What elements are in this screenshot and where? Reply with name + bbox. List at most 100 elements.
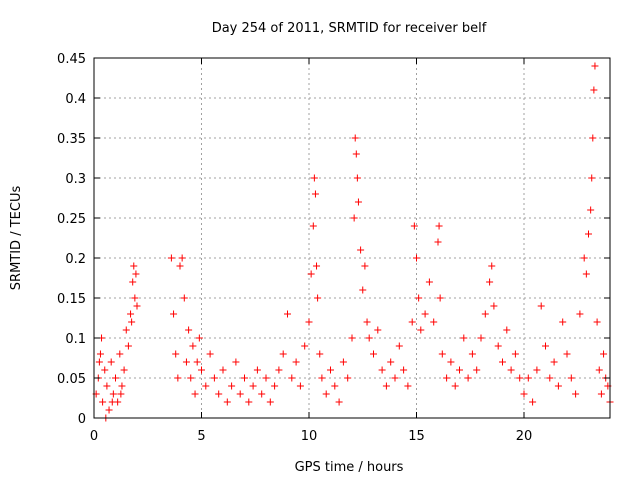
- data-point: [344, 374, 352, 382]
- data-point: [417, 326, 425, 334]
- data-point: [542, 342, 549, 350]
- data-point: [365, 334, 373, 342]
- data-point: [258, 390, 266, 398]
- data-point: [572, 390, 580, 398]
- data-point: [172, 350, 180, 358]
- y-tick-label: 0.45: [57, 52, 86, 67]
- data-point: [559, 318, 567, 326]
- y-tick-label: 0.25: [57, 212, 86, 227]
- data-point: [443, 374, 451, 382]
- x-tick-label: 20: [516, 429, 533, 444]
- data-point: [271, 382, 279, 390]
- data-point: [354, 198, 362, 206]
- data-point: [593, 318, 601, 326]
- x-tick-label: 5: [197, 429, 205, 444]
- data-point: [359, 286, 367, 294]
- data-point: [206, 350, 214, 358]
- data-point: [96, 350, 104, 358]
- data-point: [554, 382, 562, 390]
- plot-frame: [93, 57, 611, 419]
- data-point: [438, 350, 446, 358]
- data-point: [374, 326, 382, 334]
- data-point: [434, 238, 442, 246]
- data-point: [435, 222, 443, 230]
- data-point: [105, 406, 113, 414]
- data-point: [350, 214, 358, 222]
- data-point: [210, 374, 218, 382]
- data-point: [436, 294, 444, 302]
- data-point: [127, 310, 135, 318]
- data-point: [288, 374, 296, 382]
- data-point: [576, 310, 584, 318]
- data-point: [529, 398, 537, 406]
- data-point: [503, 326, 511, 334]
- data-point: [309, 222, 317, 230]
- data-point: [335, 398, 343, 406]
- data-point: [563, 350, 571, 358]
- x-tick-labels: 0 5 10 15 20: [90, 429, 532, 444]
- data-point: [262, 374, 270, 382]
- data-points: [92, 62, 614, 422]
- data-point: [107, 358, 115, 366]
- data-point: [408, 318, 416, 326]
- data-point: [101, 366, 109, 374]
- data-point: [122, 326, 130, 334]
- data-point: [99, 398, 107, 406]
- data-point: [585, 230, 592, 238]
- data-point: [507, 366, 515, 374]
- data-point: [249, 382, 257, 390]
- data-point: [118, 382, 126, 390]
- data-point: [310, 174, 318, 182]
- data-point: [117, 390, 125, 398]
- data-point: [232, 358, 240, 366]
- data-point: [176, 262, 184, 270]
- data-point: [595, 366, 603, 374]
- data-point: [516, 374, 524, 382]
- data-point: [202, 382, 210, 390]
- y-tick-label: 0.05: [57, 372, 86, 387]
- data-point: [266, 398, 274, 406]
- data-point: [189, 342, 197, 350]
- data-point: [180, 294, 188, 302]
- data-point: [241, 374, 248, 382]
- data-point: [292, 358, 300, 366]
- data-point: [215, 390, 223, 398]
- data-point: [387, 358, 395, 366]
- data-point: [590, 86, 598, 94]
- data-point: [567, 374, 575, 382]
- data-point: [520, 390, 528, 398]
- data-point: [307, 270, 315, 278]
- data-point: [279, 350, 287, 358]
- data-point: [132, 270, 140, 278]
- data-point: [314, 294, 322, 302]
- data-point: [370, 350, 377, 358]
- data-point: [351, 134, 359, 142]
- data-point: [191, 390, 199, 398]
- data-point: [133, 302, 141, 310]
- data-point: [378, 366, 386, 374]
- data-point: [395, 342, 403, 350]
- data-point: [486, 278, 494, 286]
- data-point: [468, 350, 476, 358]
- data-point: [451, 382, 459, 390]
- data-point: [178, 254, 186, 262]
- axis-ticks: [93, 57, 610, 419]
- data-point: [400, 366, 408, 374]
- data-point: [193, 358, 201, 366]
- data-point: [597, 390, 605, 398]
- data-point: [219, 366, 227, 374]
- y-tick-label: 0.15: [57, 292, 86, 307]
- data-point: [182, 358, 190, 366]
- data-point: [447, 358, 455, 366]
- data-point: [108, 398, 116, 406]
- y-tick-labels: 0 0.05 0.1 0.15 0.2 0.25 0.3 0.35 0.4 0.45: [57, 52, 86, 427]
- data-point: [494, 342, 502, 350]
- data-point: [499, 358, 506, 366]
- data-point: [322, 390, 330, 398]
- data-point: [460, 334, 468, 342]
- data-point: [120, 366, 128, 374]
- data-point: [198, 366, 205, 374]
- data-point: [382, 382, 390, 390]
- data-point: [167, 254, 175, 262]
- data-point: [363, 318, 371, 326]
